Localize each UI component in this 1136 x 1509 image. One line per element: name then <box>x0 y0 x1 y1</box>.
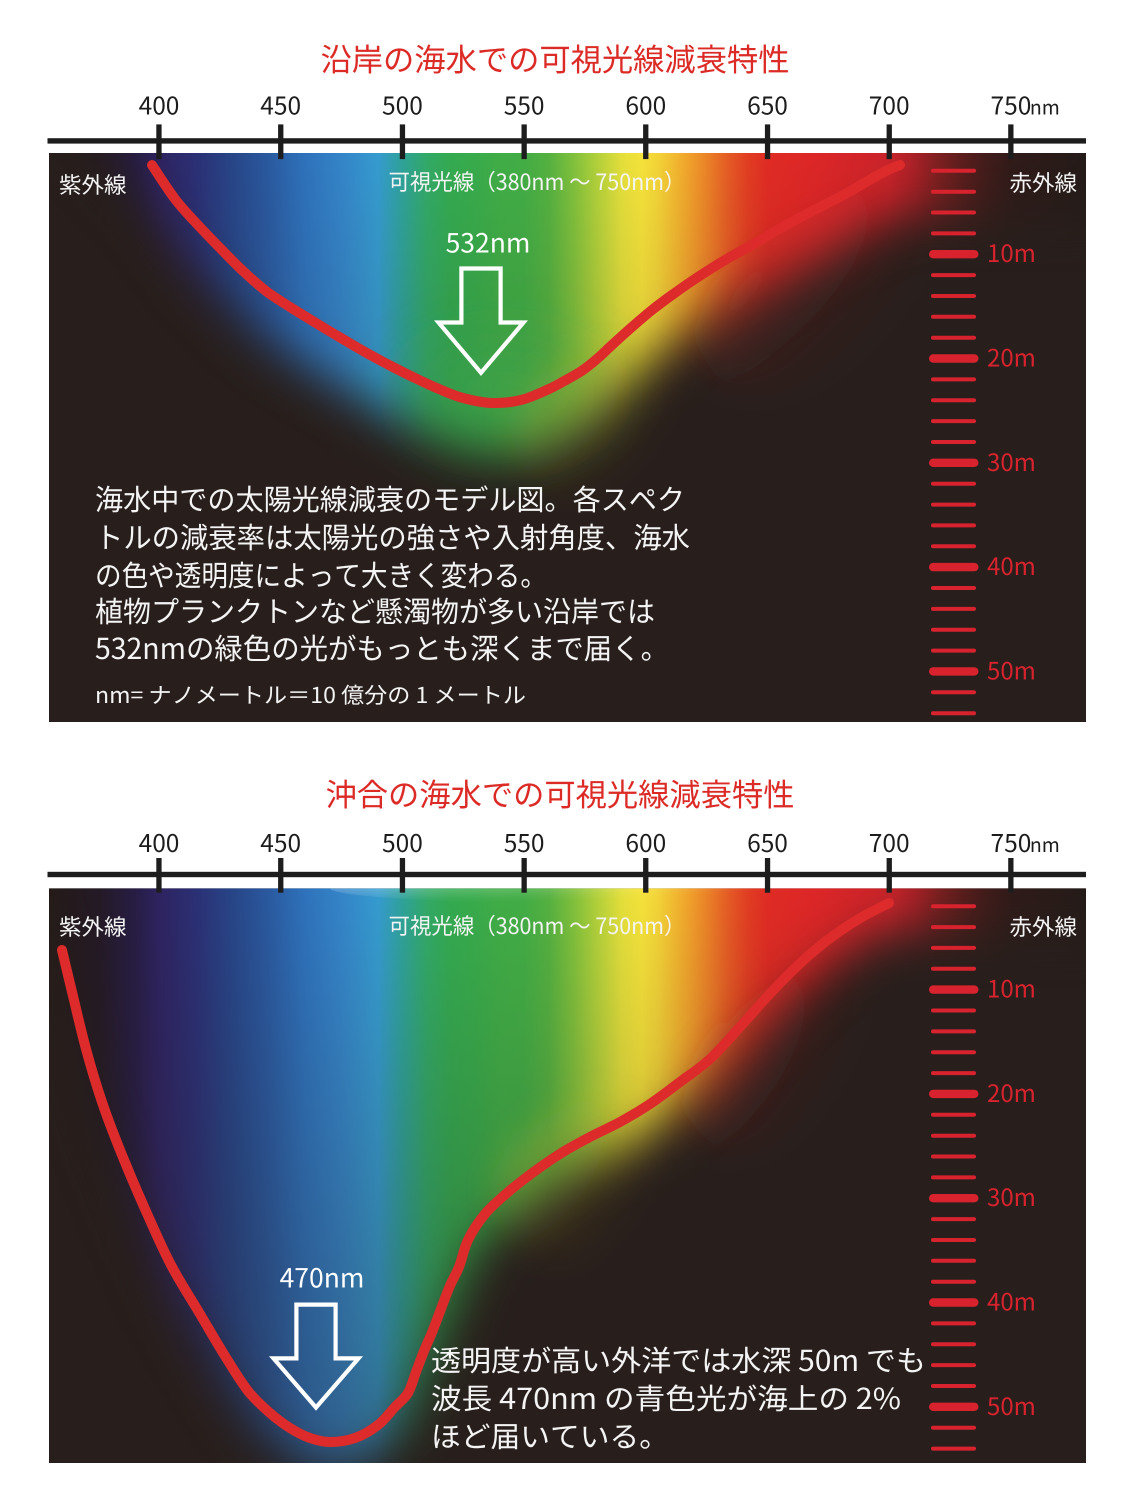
svg-text:532nm: 532nm <box>446 222 531 261</box>
svg-text:nm: nm <box>1030 92 1060 121</box>
svg-text:赤外線: 赤外線 <box>1009 166 1077 198</box>
svg-text:透明度が高い外洋では水深 50m でも: 透明度が高い外洋では水深 50m でも <box>431 1338 926 1380</box>
svg-text:ほど届いている。: ほど届いている。 <box>431 1414 669 1456</box>
svg-text:600: 600 <box>625 88 666 123</box>
svg-text:400: 400 <box>139 825 180 860</box>
svg-text:400: 400 <box>139 88 180 123</box>
svg-text:30m: 30m <box>987 443 1036 478</box>
svg-text:750: 750 <box>991 825 1032 860</box>
svg-text:50m: 50m <box>987 1387 1036 1422</box>
svg-text:20m: 20m <box>987 339 1036 374</box>
svg-text:の色や透明度によって大きく変わる。: の色や透明度によって大きく変わる。 <box>95 553 547 595</box>
svg-text:沿岸の海水での可視光線減衰特性: 沿岸の海水での可視光線減衰特性 <box>321 35 790 81</box>
svg-text:600: 600 <box>625 825 666 860</box>
svg-text:550: 550 <box>504 825 545 860</box>
svg-text:10m: 10m <box>987 234 1036 269</box>
svg-text:nm: nm <box>1030 829 1060 858</box>
svg-text:紫外線: 紫外線 <box>59 168 127 200</box>
svg-text:500: 500 <box>382 88 423 123</box>
svg-text:赤外線: 赤外線 <box>1009 910 1077 942</box>
svg-text:50m: 50m <box>987 651 1036 686</box>
svg-text:40m: 40m <box>987 547 1036 582</box>
svg-text:750: 750 <box>991 88 1032 123</box>
svg-text:450: 450 <box>260 88 301 123</box>
svg-text:700: 700 <box>869 88 910 123</box>
svg-text:500: 500 <box>382 825 423 860</box>
svg-text:40m: 40m <box>987 1283 1036 1318</box>
svg-text:470nm: 470nm <box>280 1257 365 1296</box>
svg-text:可視光線（380nm ～ 750nm）: 可視光線（380nm ～ 750nm） <box>389 165 686 197</box>
svg-text:トルの減衰率は太陽光の強さや入射角度、海水: トルの減衰率は太陽光の強さや入射角度、海水 <box>95 515 690 557</box>
svg-text:波長 470nm の青色光が海上の 2%: 波長 470nm の青色光が海上の 2% <box>431 1376 901 1418</box>
svg-text:海水中での太陽光線減衰のモデル図。各スペク: 海水中での太陽光線減衰のモデル図。各スペク <box>95 477 685 519</box>
svg-text:650: 650 <box>747 825 788 860</box>
svg-text:沖合の海水での可視光線減衰特性: 沖合の海水での可視光線減衰特性 <box>326 770 795 816</box>
svg-text:30m: 30m <box>987 1178 1036 1213</box>
svg-text:20m: 20m <box>987 1074 1036 1109</box>
svg-text:nm= ナノメートル＝10 億分の 1 メートル: nm= ナノメートル＝10 億分の 1 メートル <box>95 678 526 710</box>
svg-text:紫外線: 紫外線 <box>59 910 127 942</box>
svg-text:10m: 10m <box>987 970 1036 1005</box>
svg-text:700: 700 <box>869 825 910 860</box>
svg-text:532nmの緑色の光がもっとも深くまで届く。: 532nmの緑色の光がもっとも深くまで届く。 <box>95 626 669 668</box>
svg-text:550: 550 <box>504 88 545 123</box>
svg-text:植物プランクトンなど懸濁物が多い沿岸では: 植物プランクトンなど懸濁物が多い沿岸では <box>95 589 655 631</box>
svg-text:650: 650 <box>747 88 788 123</box>
svg-text:可視光線（380nm ～ 750nm）: 可視光線（380nm ～ 750nm） <box>389 909 686 941</box>
svg-text:450: 450 <box>260 825 301 860</box>
